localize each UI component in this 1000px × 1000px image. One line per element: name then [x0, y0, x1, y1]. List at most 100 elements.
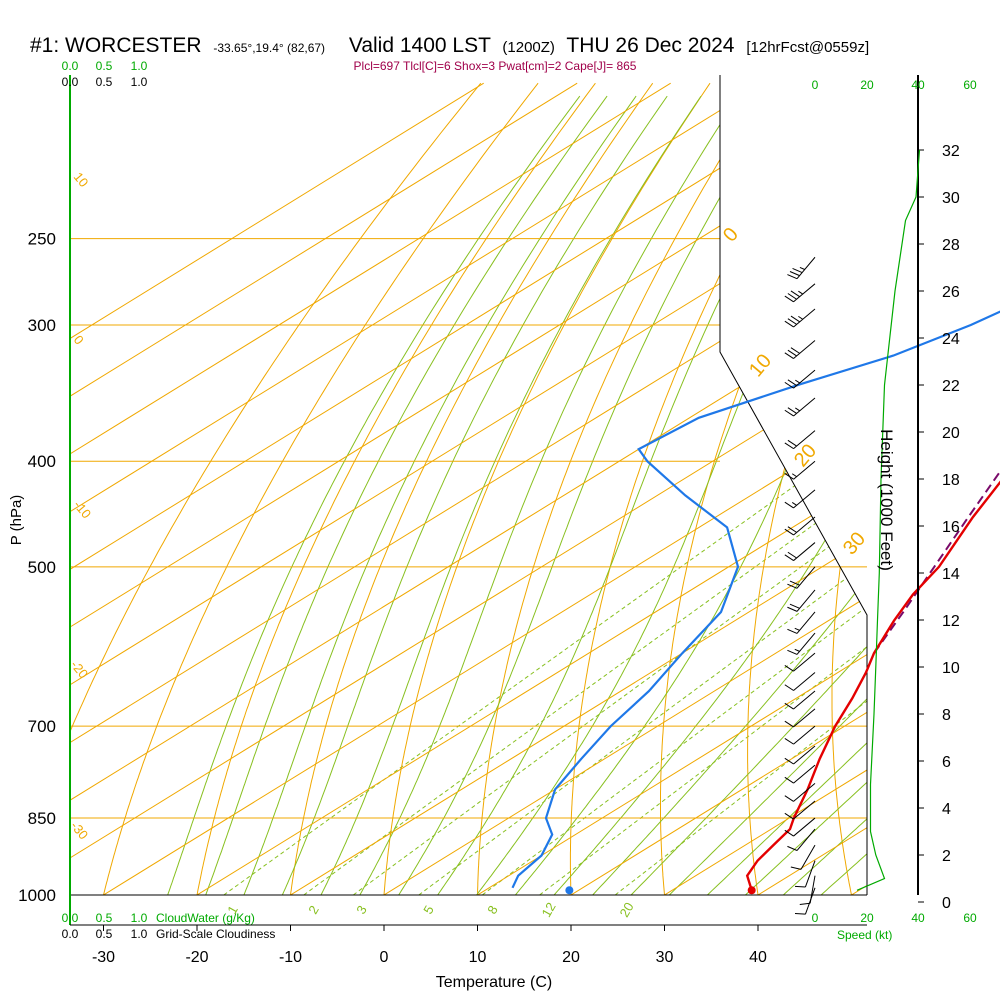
x-tick-label: 20 — [562, 949, 580, 966]
cloud-scale-ticks: 0.0 0.0 0.5 0.5 1.0 1.0 0.0 0.0 0.5 0.5 1.0 1.0 — [62, 59, 148, 941]
dry-adiabat-line — [70, 82, 482, 895]
x-tick-label: 30 — [656, 949, 674, 966]
cloudiness-tick-label: 1.0 — [131, 927, 148, 941]
isotherm-line — [626, 82, 867, 895]
isotherm-line — [533, 82, 867, 895]
wind-barb — [784, 308, 816, 328]
dry-adiabat-line — [192, 82, 596, 895]
x-tick-label: 0 — [380, 949, 389, 966]
dry-adiabat-line — [287, 82, 654, 895]
moist-adiabat-line — [346, 95, 739, 895]
height-tick-label: 32 — [942, 143, 960, 160]
height-tick-label: 16 — [942, 519, 960, 536]
wind-barb — [787, 566, 816, 589]
cloudiness-tick-label: 0.5 — [96, 75, 113, 89]
chart-title-utc: (1200Z) — [502, 39, 555, 56]
pressure-tick-label: 250 — [28, 230, 56, 249]
y-axis-label: P (hPa) — [8, 495, 25, 546]
height-axis-label: Height (1000 Feet) — [877, 429, 896, 571]
wind-barb — [784, 764, 816, 784]
speed-tick-label: 60 — [963, 78, 977, 92]
mixing-ratio-line — [223, 460, 830, 895]
cloudiness-tick-label: 0.5 — [96, 927, 113, 941]
wind-barb — [784, 430, 816, 450]
pressure-tick-label: 700 — [28, 717, 56, 736]
moist-adiabat-line — [420, 95, 830, 895]
x-tick-label: -20 — [185, 949, 208, 966]
cloudwater-tick-label: 0.5 — [96, 59, 113, 73]
cloudwater-label: CloudWater (g/Kg) — [156, 911, 255, 925]
isotherm-line — [70, 82, 867, 895]
dry-adiabat-line — [381, 82, 711, 895]
dry-adiabats — [70, 82, 867, 895]
dry-adiabat-label: 10 — [71, 169, 92, 190]
moist-adiabat-line — [233, 95, 637, 895]
pressure-tick-label: 1000 — [18, 886, 56, 905]
wind-speed-profile — [856, 149, 921, 891]
isotherm-line — [159, 82, 867, 895]
stability-stats: Plcl=697 Tlcl[C]=6 Shox=3 Pwat[cm]=2 Cap… — [354, 59, 637, 73]
moist-adiabat-line — [682, 95, 867, 895]
dry-adiabat-label: -10 — [71, 497, 95, 521]
wind-barb — [787, 828, 816, 851]
chart-title-valid: Valid 1400 LST — [349, 34, 491, 57]
wind-barb — [787, 256, 816, 280]
moist-adiabat-line — [533, 95, 867, 895]
chart-title-station: #1: WORCESTER — [30, 34, 202, 57]
height-tick-label: 20 — [942, 425, 960, 442]
isotherm-line — [813, 82, 867, 895]
isotherm-line — [252, 82, 867, 895]
wind-barb — [787, 589, 816, 612]
dry-adiabat-line — [831, 82, 867, 895]
cloudwater-tick-label: 0.5 — [96, 911, 113, 925]
speed-tick-label: 60 — [963, 911, 977, 925]
chart-title-forecast: [12hrFcst@0559z] — [746, 39, 869, 56]
chart-title-date: THU 26 Dec 2024 — [566, 34, 734, 57]
sounding-profiles — [511, 310, 1000, 895]
height-tick-label: 30 — [942, 190, 960, 207]
chart-title-coords: -33.65°,19.4° (82,67) — [213, 41, 325, 55]
speed-tick-label: 20 — [860, 78, 874, 92]
cloudiness-tick-label: 1.0 — [131, 75, 148, 89]
isotherms — [70, 82, 867, 895]
height-tick-label: 24 — [942, 331, 960, 348]
isotherm-line — [70, 82, 867, 895]
wind-barb — [799, 875, 816, 905]
isotherm-label: 10 — [745, 350, 776, 381]
wind-speed-line — [856, 149, 921, 891]
cloudiness-tick-label: 0.0 — [62, 75, 79, 89]
mixing-ratio-line — [352, 460, 867, 895]
x-tick-label: -30 — [92, 949, 115, 966]
cloudiness-tick-label: 0.0 — [62, 927, 79, 941]
isotherm-line — [70, 82, 867, 895]
speed-axis-label: Speed (kt) — [837, 928, 892, 942]
moist-adiabat-line — [720, 95, 867, 895]
isotherm-line — [70, 82, 858, 895]
x-axis-ticks: -30 -20 -10 0 10 20 30 401 2 3 5 8 12 200102030100-10… — [68, 169, 870, 966]
mixing-ratio-label: 3 — [353, 903, 370, 917]
surface-temperature-point — [747, 886, 756, 895]
moist-adiabat-line — [383, 95, 782, 895]
x-tick-label: -10 — [279, 949, 302, 966]
cloudwater-tick-label: 1.0 — [131, 59, 148, 73]
speed-tick-label: 0 — [812, 78, 819, 92]
mixing-ratio-label: 8 — [484, 903, 501, 917]
isobars — [70, 238, 867, 896]
dry-adiabat-line — [569, 82, 825, 895]
cloudiness-label: Grid-Scale Cloudiness — [156, 927, 275, 941]
pressure-tick-label: 300 — [28, 316, 56, 335]
wind-barb — [784, 672, 816, 691]
moist-adiabat-line — [645, 95, 867, 895]
wind-barb — [784, 542, 816, 561]
height-tick-label: 6 — [942, 754, 951, 771]
x-tick-label: 10 — [469, 949, 487, 966]
height-tick-label: 28 — [942, 237, 960, 254]
isotherm-label: 0 — [719, 224, 743, 247]
dry-adiabat-line — [97, 82, 539, 895]
height-tick-label: 22 — [942, 378, 960, 395]
pressure-ticks: 250 300 400 500 700 850 1000 — [18, 230, 56, 905]
speed-tick-label: 0 — [812, 911, 819, 925]
temperature-line — [745, 480, 1000, 891]
